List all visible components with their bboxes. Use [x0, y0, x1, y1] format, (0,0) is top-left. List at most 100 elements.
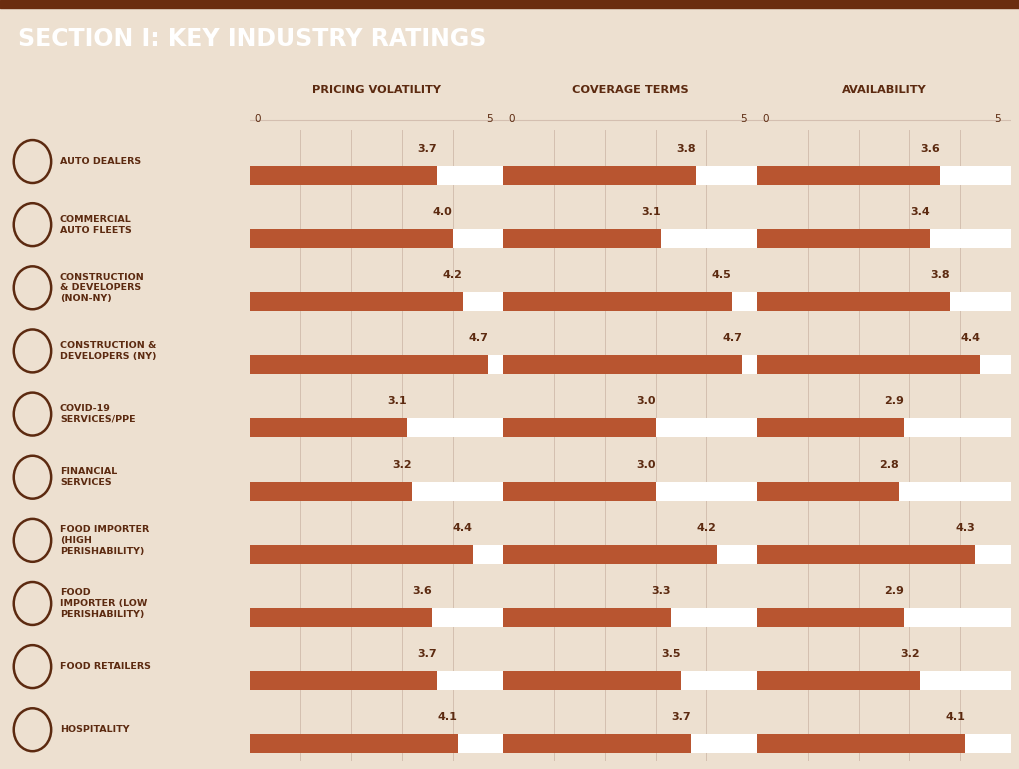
Ellipse shape — [13, 645, 51, 688]
Bar — [503, 355, 757, 375]
Bar — [757, 608, 1011, 627]
Bar — [503, 671, 757, 690]
Bar — [250, 734, 458, 753]
Text: COVID-19
SERVICES/PPE: COVID-19 SERVICES/PPE — [60, 404, 136, 424]
Text: COMMERCIAL
AUTO FLEETS: COMMERCIAL AUTO FLEETS — [60, 215, 131, 235]
Bar — [757, 544, 1011, 564]
Bar — [0, 0, 1019, 8]
Text: 3.1: 3.1 — [387, 397, 407, 407]
Bar — [757, 355, 1011, 375]
Text: 3.2: 3.2 — [900, 649, 919, 659]
Bar — [503, 544, 757, 564]
Text: 5: 5 — [995, 115, 1001, 125]
Text: 4.1: 4.1 — [946, 712, 965, 722]
Bar — [250, 544, 473, 564]
Text: 3.0: 3.0 — [636, 397, 655, 407]
Text: HOSPITALITY: HOSPITALITY — [60, 725, 129, 734]
Bar — [250, 166, 503, 185]
Text: CONSTRUCTION
& DEVELOPERS
(NON-NY): CONSTRUCTION & DEVELOPERS (NON-NY) — [60, 272, 145, 303]
Bar — [757, 544, 975, 564]
Text: SECTION I: KEY INDUSTRY RATINGS: SECTION I: KEY INDUSTRY RATINGS — [18, 27, 487, 51]
Bar — [503, 418, 757, 438]
Text: CONSTRUCTION &
DEVELOPERS (NY): CONSTRUCTION & DEVELOPERS (NY) — [60, 341, 157, 361]
Bar — [757, 671, 919, 690]
Bar — [250, 355, 503, 375]
Bar — [250, 229, 452, 248]
Bar — [503, 734, 691, 753]
Text: FOOD RETAILERS: FOOD RETAILERS — [60, 662, 151, 671]
Text: 3.7: 3.7 — [672, 712, 691, 722]
Text: 4.7: 4.7 — [722, 333, 742, 343]
Bar — [757, 166, 940, 185]
Text: 4.2: 4.2 — [443, 270, 463, 280]
Bar — [757, 608, 904, 627]
Bar — [503, 608, 757, 627]
Text: 3.1: 3.1 — [641, 207, 660, 217]
Text: 5: 5 — [741, 115, 747, 125]
Ellipse shape — [13, 708, 51, 751]
Text: 3.8: 3.8 — [930, 270, 950, 280]
Text: 3.7: 3.7 — [418, 144, 437, 154]
Text: 4.3: 4.3 — [956, 523, 975, 533]
Bar — [757, 229, 1011, 248]
Text: 4.4: 4.4 — [960, 333, 980, 343]
Ellipse shape — [13, 266, 51, 309]
Bar — [757, 734, 965, 753]
Text: 4.7: 4.7 — [469, 333, 488, 343]
Bar — [503, 608, 671, 627]
Bar — [757, 481, 1011, 501]
Bar — [757, 418, 904, 438]
Text: 3.8: 3.8 — [677, 144, 696, 154]
Text: PRICING VOLATILITY: PRICING VOLATILITY — [312, 85, 441, 95]
Ellipse shape — [13, 140, 51, 183]
Bar — [503, 229, 660, 248]
Bar — [250, 671, 437, 690]
Text: 5: 5 — [487, 115, 493, 125]
Text: AUTO DEALERS: AUTO DEALERS — [60, 157, 141, 166]
Bar — [503, 292, 757, 311]
Bar — [757, 734, 1011, 753]
Bar — [250, 418, 407, 438]
Text: 3.2: 3.2 — [392, 460, 412, 470]
Text: 3.6: 3.6 — [920, 144, 940, 154]
Text: 3.0: 3.0 — [636, 460, 655, 470]
Bar — [757, 292, 950, 311]
Ellipse shape — [13, 582, 51, 625]
Bar — [503, 166, 696, 185]
Text: 0: 0 — [255, 115, 261, 125]
Bar — [250, 608, 503, 627]
Text: 4.0: 4.0 — [433, 207, 452, 217]
Ellipse shape — [13, 203, 51, 246]
Ellipse shape — [13, 456, 51, 498]
Bar — [503, 481, 655, 501]
Bar — [757, 166, 1011, 185]
Text: AVAILABILITY: AVAILABILITY — [842, 85, 926, 95]
Bar — [757, 418, 1011, 438]
Text: FOOD IMPORTER
(HIGH
PERISHABILITY): FOOD IMPORTER (HIGH PERISHABILITY) — [60, 525, 149, 555]
Bar — [250, 608, 432, 627]
Text: 4.4: 4.4 — [452, 523, 473, 533]
Text: FINANCIAL
SERVICES: FINANCIAL SERVICES — [60, 468, 117, 487]
Text: 2.8: 2.8 — [879, 460, 899, 470]
Bar — [250, 229, 503, 248]
Bar — [757, 481, 899, 501]
Bar — [250, 734, 503, 753]
Bar — [503, 544, 716, 564]
Bar — [250, 481, 503, 501]
Ellipse shape — [13, 519, 51, 562]
Bar — [757, 355, 980, 375]
Ellipse shape — [13, 393, 51, 435]
Bar — [503, 166, 757, 185]
Text: 0: 0 — [508, 115, 515, 125]
Text: 2.9: 2.9 — [884, 586, 904, 596]
Bar — [250, 292, 503, 311]
Bar — [757, 292, 1011, 311]
Bar — [503, 734, 757, 753]
Bar — [757, 229, 929, 248]
Bar — [757, 671, 1011, 690]
Bar — [503, 292, 732, 311]
Bar — [503, 481, 757, 501]
Text: COVERAGE TERMS: COVERAGE TERMS — [572, 85, 689, 95]
Text: 3.4: 3.4 — [910, 207, 929, 217]
Text: 3.3: 3.3 — [651, 586, 671, 596]
